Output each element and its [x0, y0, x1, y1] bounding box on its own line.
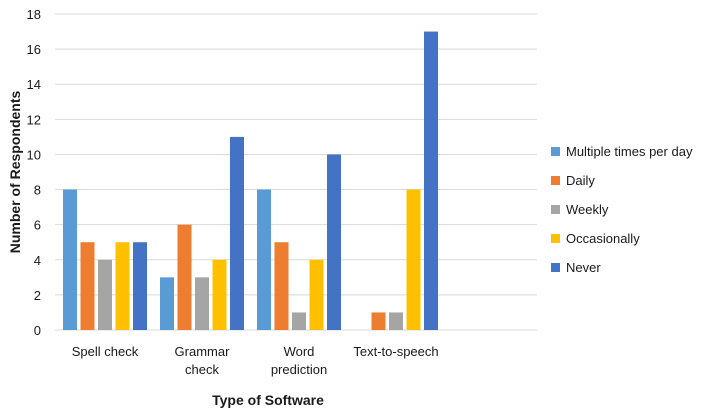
x-tick-label: prediction	[271, 362, 327, 377]
y-tick-label: 16	[27, 42, 41, 57]
bar	[292, 312, 306, 330]
bar	[195, 277, 209, 330]
x-tick-label: check	[185, 362, 219, 377]
bar	[257, 189, 271, 330]
x-axis-title: Type of Software	[212, 392, 324, 408]
bar	[80, 242, 95, 330]
bar	[274, 242, 289, 330]
legend-swatch	[551, 205, 560, 214]
bar	[309, 259, 324, 330]
bar	[160, 277, 174, 330]
bar	[230, 136, 244, 330]
x-tick-label: Text-to-speech	[353, 344, 438, 359]
y-tick-label: 0	[34, 323, 41, 338]
y-axis-ticks: 0 2 4 6 8 10 12 14 16 18	[27, 7, 41, 338]
legend-label: Never	[566, 260, 601, 275]
x-tick-label: Word	[284, 344, 315, 359]
y-tick-label: 14	[27, 77, 41, 92]
bar	[98, 259, 112, 330]
bar	[371, 312, 386, 330]
bar	[327, 154, 341, 330]
legend-label: Daily	[566, 173, 595, 188]
bar	[177, 224, 192, 330]
bar	[63, 189, 77, 330]
bar	[424, 31, 438, 331]
legend-label: Occasionally	[566, 231, 640, 246]
x-axis-ticks: Spell check Grammar check Word prediction Tex…	[72, 344, 439, 377]
legend-swatch	[551, 147, 560, 156]
legend-swatch	[551, 263, 560, 272]
y-tick-label: 10	[27, 147, 41, 162]
bars	[63, 31, 438, 331]
legend-label: Weekly	[566, 202, 609, 217]
bar	[389, 312, 403, 330]
legend-label: Multiple times per day	[566, 144, 693, 159]
y-tick-label: 12	[27, 112, 41, 127]
bar	[115, 242, 130, 330]
bar	[133, 242, 147, 330]
x-tick-label: Grammar	[175, 344, 231, 359]
legend-swatch	[551, 234, 560, 243]
bar	[406, 189, 421, 330]
x-tick-label: Spell check	[72, 344, 139, 359]
y-tick-label: 4	[34, 253, 41, 268]
y-tick-label: 18	[27, 7, 41, 22]
y-tick-label: 6	[34, 218, 41, 233]
y-tick-label: 8	[34, 183, 41, 198]
y-tick-label: 2	[34, 288, 41, 303]
legend: Multiple times per day Daily Weekly Occasio…	[551, 144, 693, 275]
y-axis-title: Number of Respondents	[7, 91, 23, 254]
bar	[212, 259, 227, 330]
legend-swatch	[551, 176, 560, 185]
